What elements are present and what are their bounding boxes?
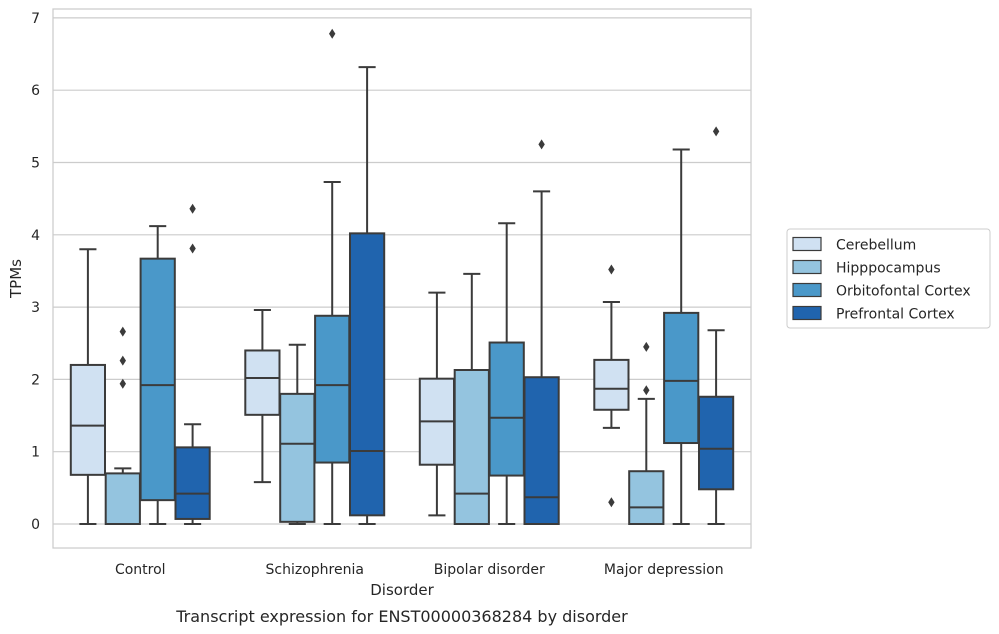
y-tick-label: 0 xyxy=(31,517,40,533)
box xyxy=(244,349,281,416)
outlier-point xyxy=(189,243,196,254)
box xyxy=(139,257,176,502)
plot-frame xyxy=(52,8,752,549)
box-series xyxy=(69,28,735,526)
y-tick-label: 5 xyxy=(31,156,40,172)
y-tick-label: 6 xyxy=(31,83,40,99)
x-tick-label: Bipolar disorder xyxy=(434,562,545,578)
x-axis-label: Disorder xyxy=(370,581,434,599)
series-group xyxy=(174,66,735,525)
y-tick-label: 1 xyxy=(31,445,40,461)
outlier-point xyxy=(119,355,126,366)
x-tick-label: Major depression xyxy=(604,562,724,578)
x-tick-labels: Control Schizophrenia Bipolar disorder Majo… xyxy=(115,562,724,578)
y-tick-label: 7 xyxy=(31,11,40,27)
box xyxy=(697,395,735,491)
outlier-point xyxy=(643,385,650,396)
legend-swatch xyxy=(792,236,822,252)
box xyxy=(348,232,386,517)
outlier-point xyxy=(608,264,615,275)
series-group xyxy=(69,248,630,525)
outlier-point xyxy=(538,139,545,150)
y-tick-label: 2 xyxy=(31,372,40,388)
legend-swatch xyxy=(792,305,822,321)
y-tick-label: 3 xyxy=(31,300,40,316)
outlier-point xyxy=(712,126,720,137)
y-axis-label: TPMs xyxy=(7,259,25,299)
outlier-point xyxy=(119,326,126,337)
outlier-point xyxy=(608,497,615,508)
box xyxy=(628,470,665,526)
legend-entry: Cerebellum xyxy=(836,238,916,254)
box xyxy=(488,341,525,477)
y-tick-label: 4 xyxy=(31,228,40,244)
box xyxy=(593,358,630,411)
legend-entry: Prefrontal Cortex xyxy=(836,307,955,323)
legend-swatch xyxy=(792,259,822,275)
outlier-point xyxy=(189,203,196,214)
chart-caption: Transcript expression for ENST0000036828… xyxy=(175,607,628,626)
box xyxy=(663,311,700,445)
series-group xyxy=(104,272,665,526)
x-tick-label: Control xyxy=(115,562,166,578)
box xyxy=(453,369,490,525)
outlier-point xyxy=(329,28,336,39)
legend-entry: Hipppocampus xyxy=(836,261,941,277)
outlier-point xyxy=(119,378,126,389)
y-tick-labels: 0 1 2 3 4 5 6 7 xyxy=(31,11,40,533)
box xyxy=(174,446,211,520)
legend-frame xyxy=(786,228,991,329)
legend: Cerebellum Hipppocampus Orbitofontal Corte… xyxy=(786,228,991,329)
x-tick-label: Schizophrenia xyxy=(266,562,364,578)
box xyxy=(69,363,107,476)
legend-swatch xyxy=(792,282,822,298)
legend-entry: Orbitofontal Cortex xyxy=(836,284,971,300)
series-group xyxy=(139,28,700,525)
box xyxy=(314,314,351,464)
outlier-point xyxy=(643,341,650,352)
box xyxy=(523,376,560,525)
box xyxy=(279,392,316,523)
box xyxy=(104,472,141,526)
